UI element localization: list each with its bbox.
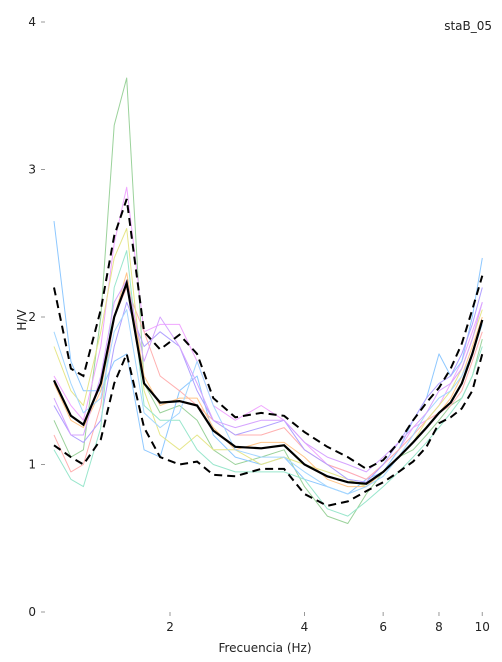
statistics-curves (53, 198, 484, 507)
station-title: staB_05 (444, 19, 492, 33)
x-tick-label: 6 (379, 620, 387, 634)
x-tick-label: 4 (301, 620, 309, 634)
window-curve (53, 221, 483, 495)
y-tick-label: 1 (28, 458, 36, 472)
window-curve (53, 77, 483, 524)
y-tick-label: 2 (28, 310, 36, 324)
x-axis-label: Frecuencia (Hz) (218, 641, 311, 655)
window-curves (53, 77, 483, 524)
x-tick-label: 10 (475, 620, 490, 634)
x-axis: 2 4 6 8 10 (166, 612, 490, 634)
upper-std-curve (53, 198, 484, 471)
y-axis: 0 1 2 3 4 (28, 15, 45, 619)
y-tick-label: 0 (28, 605, 36, 619)
window-curve (53, 287, 483, 480)
window-curve (53, 250, 483, 517)
y-axis-label: H/V (15, 309, 29, 331)
y-tick-label: 4 (28, 15, 36, 29)
window-curve (53, 309, 483, 495)
lower-std-curve (53, 350, 484, 507)
y-tick-label: 3 (28, 163, 36, 177)
window-curve (53, 279, 483, 473)
x-tick-label: 8 (435, 620, 443, 634)
window-curve (53, 287, 483, 483)
mean-curve (53, 278, 484, 485)
x-tick-label: 2 (166, 620, 174, 634)
